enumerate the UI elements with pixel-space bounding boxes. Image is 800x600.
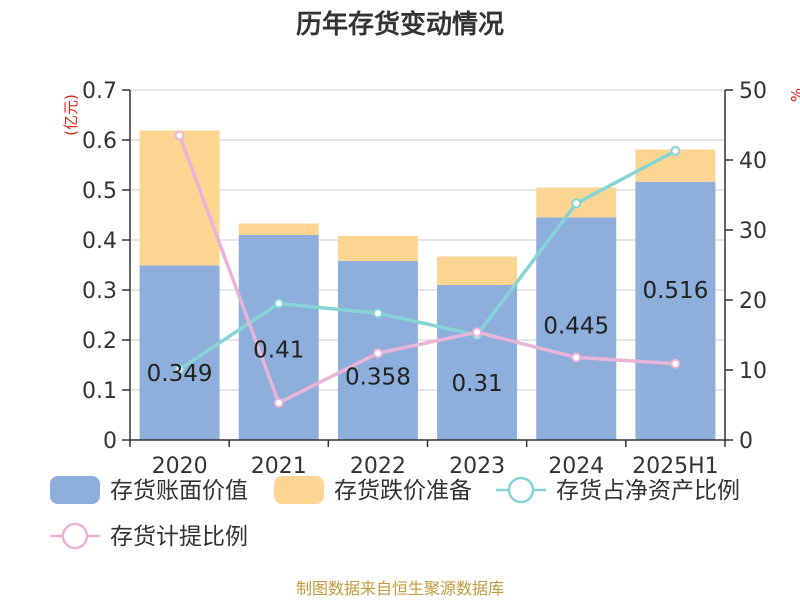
- line-point: [472, 327, 483, 338]
- right-axis-tick-label: 40: [739, 149, 767, 174]
- legend-swatch-marker: [507, 476, 535, 504]
- legend-item: 存货跌价准备: [274, 476, 472, 504]
- left-axis-tick-label: 0.2: [82, 329, 117, 354]
- line-point: [670, 145, 681, 156]
- axes: 0 0.1 0.2 0.3 0.4 0.5 0.6 0.7 0 10 20 30 40 50 2020 202…: [82, 79, 767, 479]
- legend-item: 存货占净资产比例: [496, 476, 740, 504]
- right-axis-tick-label: 10: [739, 359, 767, 384]
- bar-value-label: 0.349: [147, 361, 213, 387]
- bar-group: [139, 130, 716, 440]
- left-axis-tick-label: 0.7: [82, 79, 117, 104]
- legend-swatch: [50, 476, 100, 504]
- legend-item: 存货计提比例: [50, 522, 248, 550]
- line-series-provision-ratio: [177, 134, 676, 405]
- bar-impairment-reserve: [238, 223, 319, 235]
- legend-label: 存货跌价准备: [334, 478, 472, 504]
- line-point: [174, 130, 185, 141]
- gridlines: [130, 89, 725, 391]
- line-point: [372, 308, 383, 319]
- source-note: 制图数据来自恒生聚源数据库: [296, 579, 504, 598]
- line-point: [571, 352, 582, 363]
- right-axis-tick-label: 30: [739, 219, 767, 244]
- right-axis-tick-label: 0: [739, 429, 753, 454]
- x-axis-tick-label: 2022: [350, 454, 406, 479]
- bar-book-value: [437, 285, 518, 440]
- bar-value-label: 0.31: [451, 371, 502, 397]
- bar-value-label: 0.445: [543, 314, 609, 340]
- right-axis-tick-label: 20: [739, 289, 767, 314]
- x-axis-tick-label: 2021: [251, 454, 307, 479]
- legend-label: 存货计提比例: [110, 524, 248, 550]
- right-axis-unit: %: [788, 88, 800, 102]
- bar-impairment-reserve: [337, 236, 418, 261]
- line-point: [571, 198, 582, 209]
- left-axis-tick-label: 0: [103, 429, 117, 454]
- x-axis-tick-label: 2020: [152, 454, 208, 479]
- right-axis-tick-label: 50: [739, 79, 767, 104]
- line-point: [273, 298, 284, 309]
- bar-impairment-reserve: [139, 130, 220, 266]
- left-axis-tick-label: 0.3: [82, 279, 117, 304]
- line-point: [273, 397, 284, 408]
- bar-impairment-reserve: [437, 256, 518, 285]
- legend-swatch: [274, 476, 324, 504]
- chart-title: 历年存货变动情况: [296, 9, 504, 40]
- left-axis-tick-label: 0.4: [82, 229, 117, 254]
- legend-swatch-marker: [61, 522, 89, 550]
- x-axis-tick-label: 2023: [449, 454, 505, 479]
- line-point: [372, 348, 383, 359]
- x-axis-tick-label: 2024: [548, 454, 604, 479]
- bar-book-value: [635, 182, 716, 440]
- bar-value-label: 0.358: [345, 365, 411, 391]
- left-axis-tick-label: 0.1: [82, 379, 117, 404]
- legend-label: 存货占净资产比例: [556, 478, 740, 504]
- bar-value-labels: 0.349 0.41 0.358 0.31 0.445 0.516: [147, 278, 709, 397]
- left-axis-tick-label: 0.5: [82, 179, 117, 204]
- line-series-inventory-to-net-assets: [178, 149, 677, 371]
- x-axis-tick-label: 2025H1: [632, 454, 719, 479]
- left-axis-tick-label: 0.6: [82, 129, 117, 154]
- bar-book-value: [536, 217, 617, 440]
- bar-value-label: 0.516: [642, 278, 708, 304]
- line-point: [174, 364, 185, 375]
- legend-label: 存货账面价值: [110, 478, 248, 504]
- bar-value-label: 0.41: [253, 338, 304, 364]
- legend-item: 存货账面价值: [50, 476, 248, 504]
- line-point: [670, 358, 681, 369]
- left-axis-unit: (亿元): [62, 94, 80, 136]
- line-group: [174, 130, 681, 408]
